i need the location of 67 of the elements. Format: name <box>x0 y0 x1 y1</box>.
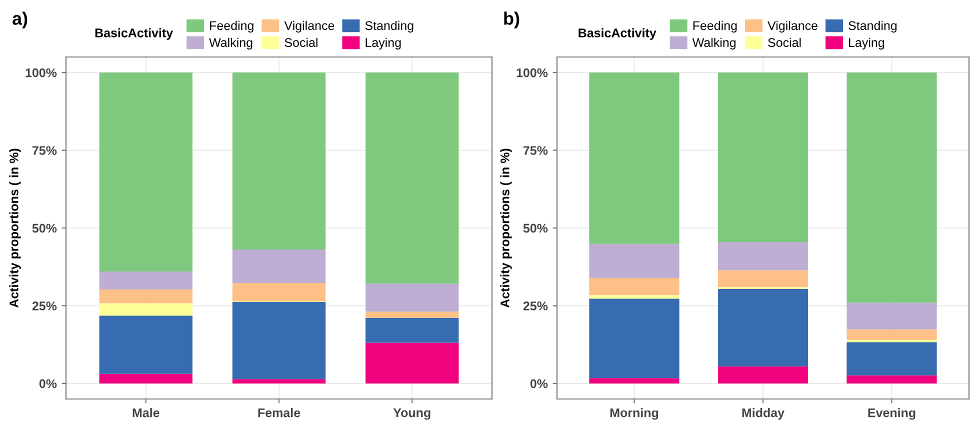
legend-label: Feeding <box>693 20 737 33</box>
x-tick-label: Evening <box>868 408 916 420</box>
x-tick-label: Female <box>258 408 300 418</box>
bar <box>366 284 459 312</box>
y-tick-label: 75% <box>523 146 548 155</box>
bar <box>232 379 326 384</box>
legend-label: Social <box>768 38 801 48</box>
legend-label: Feeding <box>210 20 254 33</box>
bar <box>718 242 808 270</box>
bar <box>99 72 192 272</box>
bar <box>366 318 459 343</box>
bar <box>846 72 937 303</box>
legend-label: Vigilance <box>284 20 334 33</box>
bar <box>99 374 192 384</box>
y-tick-label: 75% <box>32 146 57 155</box>
x-tick-label: Young <box>393 408 430 420</box>
y-tick-label: 100% <box>516 68 548 78</box>
bar <box>589 295 680 299</box>
y-tick-label: 0% <box>39 379 57 388</box>
y-axis-title: Activity proportions ( in %) <box>9 148 21 308</box>
bar <box>846 302 937 330</box>
bar <box>99 316 192 374</box>
legend-label: Vigilance <box>768 20 818 33</box>
x-tick-label: Midday <box>742 408 784 420</box>
legend-label: Walking <box>209 38 252 50</box>
bar <box>846 375 937 384</box>
bar <box>99 290 192 304</box>
y-tick-label: 50% <box>32 224 57 233</box>
bar <box>99 272 192 290</box>
bar <box>718 288 808 366</box>
bar <box>846 342 937 376</box>
legend-label: Standing <box>848 20 897 33</box>
legend-title: BasicActivity <box>578 28 656 40</box>
y-tick-label: 25% <box>523 302 548 310</box>
bar <box>589 72 680 244</box>
bar <box>846 329 937 340</box>
legend-label: Walking <box>692 38 736 50</box>
legend-label: Laying <box>366 38 401 50</box>
y-axis-title: Activity proportions ( in %) <box>500 148 512 308</box>
bar <box>232 283 326 302</box>
bar <box>366 312 459 318</box>
bar <box>589 298 680 378</box>
bar <box>232 302 326 380</box>
legend-label: Social <box>284 38 318 48</box>
y-tick-label: 50% <box>523 224 548 233</box>
y-tick-label: 100% <box>26 68 57 78</box>
bar <box>232 249 326 284</box>
bar <box>718 270 808 288</box>
chart-title: b) <box>504 12 520 28</box>
y-tick-label: 25% <box>32 302 57 310</box>
legend-label: Standing <box>365 20 414 33</box>
legend-label: Laying <box>849 38 884 50</box>
bar <box>99 303 192 316</box>
bar <box>589 244 680 278</box>
bar <box>232 72 326 250</box>
chart-title: a) <box>12 12 28 28</box>
bar <box>589 278 680 296</box>
bar <box>718 366 808 384</box>
legend-title: BasicActivity <box>95 28 173 40</box>
bar <box>589 378 680 384</box>
bar <box>366 342 459 384</box>
y-tick-label: 0% <box>530 379 548 388</box>
x-tick-label: Male <box>132 408 160 418</box>
bar <box>366 72 459 284</box>
bar <box>718 72 808 242</box>
bar <box>846 340 937 342</box>
x-tick-label: Morning <box>610 408 658 420</box>
